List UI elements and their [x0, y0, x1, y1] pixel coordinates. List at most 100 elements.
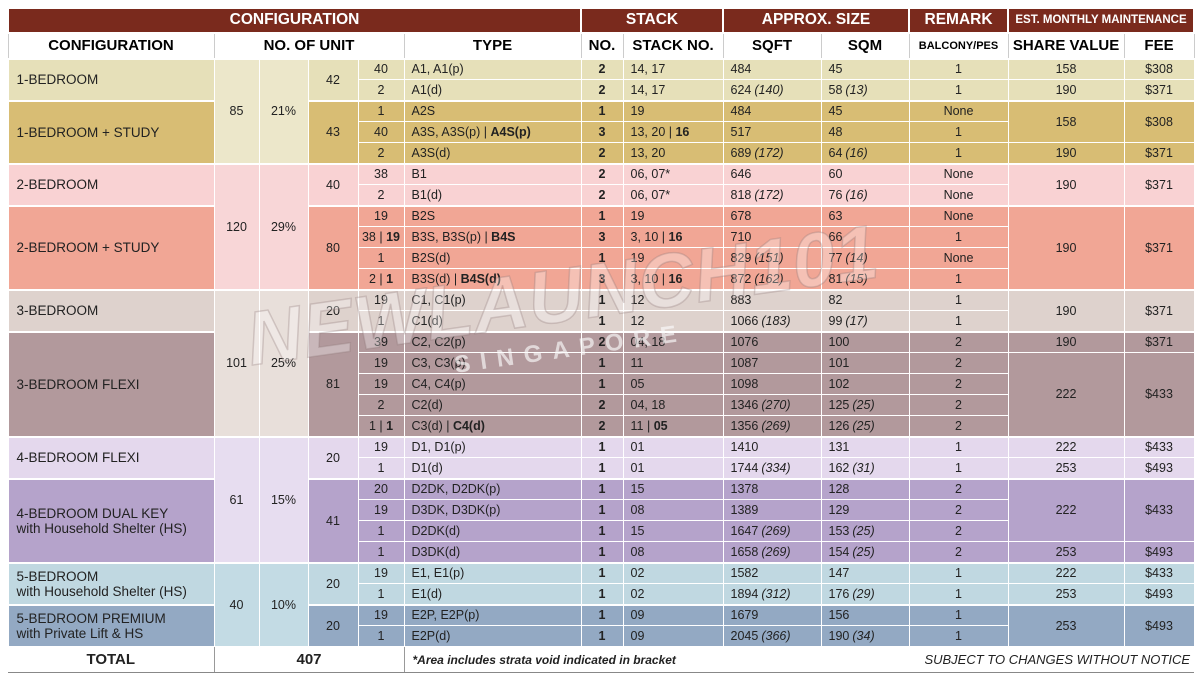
- sqm-cell: 101: [820, 352, 910, 374]
- sqm-cell: 58 (13): [820, 79, 910, 101]
- table-row: 1 E2P(d) 1 09 2045 (366) 190 (34) 1: [8, 625, 1194, 647]
- sqm-cell: 162 (31): [820, 457, 910, 479]
- subtotal-cell: 41: [307, 477, 359, 563]
- subtotal-cell: 20: [307, 435, 359, 479]
- balcony-cell: 1: [908, 57, 1009, 80]
- table-row: 1 C1(d) 1 12 1066 (183) 99 (17) 1: [8, 310, 1194, 332]
- stack-no-cell: 15: [622, 520, 724, 542]
- header-stack-band: STACK: [580, 8, 725, 34]
- col-sqm: SQM: [820, 32, 910, 59]
- sqm-cell: 126 (25): [820, 415, 910, 437]
- stack-no-cell: 12: [622, 288, 724, 311]
- sqm-cell: 76 (16): [820, 184, 910, 206]
- stack-no-cell: 02: [622, 561, 724, 584]
- balcony-cell: 2: [908, 352, 1009, 374]
- unit-total-cell: 120: [213, 162, 260, 290]
- table-row: 19 C4, C4(p) 1 05 1098 102 2: [8, 373, 1194, 395]
- stack-no-cell: 12: [622, 310, 724, 332]
- table-row: 19 D3DK, D3DK(p) 1 08 1389 129 2: [8, 499, 1194, 521]
- subtotal-cell: 43: [307, 99, 359, 164]
- share-value-cell: 222: [1007, 352, 1125, 437]
- balcony-cell: 1: [908, 142, 1009, 164]
- config-cell: 3-BEDROOM: [7, 288, 215, 332]
- type-cell: D2DK(d): [403, 520, 582, 542]
- balcony-cell: 2: [908, 394, 1009, 416]
- count-cell: 2: [357, 184, 405, 206]
- unit-pct-cell: 10%: [258, 561, 309, 647]
- table-row: 1-BEDROOM + STUDY 43 1 A2S 1 19 484 45 N…: [7, 99, 1195, 164]
- config-cell: 4-BEDROOM DUAL KEY with Household Shelter…: [7, 477, 215, 563]
- count-cell: 19: [357, 373, 405, 395]
- stack-no-cell: 05: [622, 373, 724, 395]
- type-cell: B2S(d): [403, 247, 582, 269]
- type-cell: A3S(d): [403, 142, 582, 164]
- balcony-cell: None: [908, 99, 1009, 122]
- sqft-cell: 1378: [722, 477, 822, 500]
- sqm-cell: 81 (15): [820, 268, 910, 290]
- sqm-cell: 82: [820, 288, 910, 311]
- sqft-cell: 1647 (269): [722, 520, 822, 542]
- sqft-cell: 1894 (312): [722, 583, 822, 605]
- table-row: 2 | 1 B3S(d) | B4S(d) 3 3, 10 | 16 872 (1…: [8, 268, 1194, 290]
- type-cell: A1, A1(p): [403, 57, 582, 80]
- sqm-cell: 63: [820, 204, 910, 227]
- stack-count-cell: 1: [580, 457, 624, 479]
- strata-void-note: *Area includes strata void indicated in …: [404, 646, 724, 673]
- stack-count-cell: 1: [580, 288, 624, 311]
- fee-cell: $493: [1123, 583, 1195, 605]
- unit-pct-cell: 21%: [258, 57, 309, 164]
- type-cell: B3S(d) | B4S(d): [403, 268, 582, 290]
- type-cell: C1, C1(p): [403, 288, 582, 311]
- balcony-cell: 2: [908, 373, 1009, 395]
- fee-cell: $371: [1123, 330, 1195, 353]
- stack-no-cell: 06, 07*: [622, 162, 724, 185]
- table-row: 2-BEDROOM + STUDY 80 19 B2S 1 19 678 63 …: [7, 204, 1195, 290]
- fee-cell: $371: [1123, 79, 1195, 101]
- share-value-cell: 253: [1007, 603, 1125, 647]
- total-label: TOTAL: [8, 646, 215, 673]
- sqm-cell: 100: [820, 330, 910, 353]
- count-cell: 2: [357, 79, 405, 101]
- table-row: 1 B2S(d) 1 19 829 (151) 77 (14) None: [8, 247, 1194, 269]
- share-value-cell: 190: [1007, 162, 1125, 206]
- sqm-cell: 45: [820, 99, 910, 122]
- config-cell: 5-BEDROOM with Household Shelter (HS): [7, 561, 215, 605]
- type-cell: E2P(d): [403, 625, 582, 647]
- header-approx-size-band: APPROX. SIZE: [722, 8, 911, 34]
- type-cell: A2S: [403, 99, 582, 122]
- table-row: 2 B1(d) 2 06, 07* 818 (172) 76 (16) None: [8, 184, 1194, 206]
- col-type: TYPE: [403, 32, 582, 59]
- unit-total-cell: 40: [213, 561, 260, 647]
- sqft-cell: 624 (140): [722, 79, 822, 101]
- table-row: 19 C3, C3(p) 1 11 1087 101 2 222 $433: [8, 352, 1195, 437]
- fee-cell: $493: [1123, 457, 1195, 479]
- share-value-cell: 158: [1007, 99, 1125, 143]
- column-header-row: CONFIGURATION NO. OF UNIT TYPE NO. STACK…: [7, 32, 1195, 59]
- sqft-cell: 1582: [722, 561, 822, 584]
- table-row: 1 D3DK(d) 1 08 1658 (269) 154 (25) 2 253 $…: [8, 541, 1195, 563]
- stack-count-cell: 2: [580, 184, 624, 206]
- sqft-cell: 872 (162): [722, 268, 822, 290]
- type-cell: C2, C2(p): [403, 330, 582, 353]
- stack-count-cell: 2: [580, 79, 624, 101]
- count-cell: 20: [357, 477, 405, 500]
- sqft-cell: 678: [722, 204, 822, 227]
- count-cell: 1: [357, 625, 405, 647]
- balcony-cell: 1: [908, 121, 1009, 143]
- sqft-cell: 1346 (270): [722, 394, 822, 416]
- stack-no-cell: 01: [622, 457, 724, 479]
- stack-count-cell: 1: [580, 541, 624, 563]
- type-cell: C3(d) | C4(d): [403, 415, 582, 437]
- sqft-cell: 484: [722, 57, 822, 80]
- table-row: 2 A1(d) 2 14, 17 624 (140) 58 (13) 1 190 $…: [8, 79, 1195, 101]
- sqft-cell: 689 (172): [722, 142, 822, 164]
- sqm-cell: 154 (25): [820, 541, 910, 563]
- balcony-cell: 1: [908, 457, 1009, 479]
- config-cell: 2-BEDROOM + STUDY: [7, 204, 215, 290]
- count-cell: 19: [357, 499, 405, 521]
- share-value-cell: 190: [1007, 288, 1125, 332]
- config-cell: 5-BEDROOM PREMIUM with Private Lift & HS: [7, 603, 215, 647]
- table-row: 4-BEDROOM DUAL KEY with Household Shelter…: [7, 477, 1195, 563]
- type-cell: B1(d): [403, 184, 582, 206]
